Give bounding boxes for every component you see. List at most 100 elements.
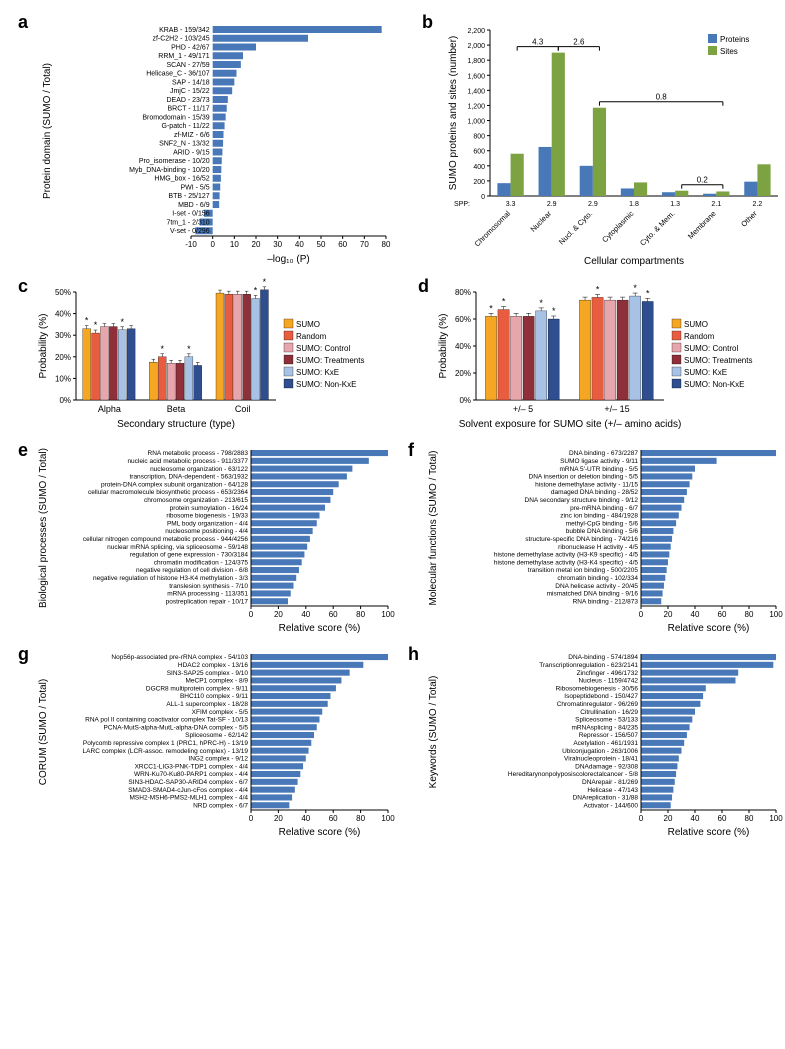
panel-label: b [422, 12, 433, 33]
svg-text:Chromatinregulator - 96/269: Chromatinregulator - 96/269 [557, 701, 639, 708]
bar [641, 512, 679, 518]
svg-text:I-set - 0/156: I-set - 0/156 [172, 211, 209, 218]
bar [641, 559, 668, 565]
svg-text:Hereditarynonpolyposiscolorect: Hereditarynonpolyposiscolorectalcancer -… [508, 771, 638, 778]
svg-text:pre-mRNA binding - 6/7: pre-mRNA binding - 6/7 [570, 505, 638, 512]
bar [641, 670, 738, 676]
bar-sites [593, 108, 606, 196]
svg-text:histone demethylase activity (: histone demethylase activity (H3-K4 spec… [494, 559, 639, 566]
svg-text:negative regulation of cell di: negative regulation of cell division - 6… [136, 567, 248, 574]
svg-text:ARID - 9/15: ARID - 9/15 [173, 149, 210, 156]
svg-text:80: 80 [356, 610, 365, 619]
svg-text:Keywords (SUMO / Total): Keywords (SUMO / Total) [428, 676, 439, 789]
bar-sites [675, 191, 688, 196]
svg-text:50: 50 [317, 240, 326, 249]
panel-f-chart: DNA binding - 673/2287SUMO ligase activi… [426, 444, 784, 634]
svg-text:DNAdamage - 92/308: DNAdamage - 92/308 [575, 763, 638, 770]
svg-text:-10: -10 [185, 240, 197, 249]
svg-text:Zincfinger - 496/1732: Zincfinger - 496/1732 [577, 670, 639, 677]
panel-h-chart: DNA-binding - 574/1894Transcriptionregul… [426, 648, 784, 838]
bar [127, 329, 135, 400]
svg-text:*: * [85, 316, 89, 326]
svg-text:20: 20 [252, 240, 261, 249]
bar [251, 512, 320, 518]
bar-proteins [539, 147, 552, 196]
svg-text:damaged DNA binding - 28/52: damaged DNA binding - 28/52 [551, 489, 638, 496]
bar [641, 724, 690, 730]
svg-text:histone demethylase activity -: histone demethylase activity - 11/15 [535, 481, 638, 488]
bar [641, 481, 690, 487]
svg-text:20: 20 [274, 610, 283, 619]
bar [641, 520, 676, 526]
svg-text:Chromosomal: Chromosomal [473, 209, 513, 249]
bar [100, 327, 108, 400]
svg-text:MeCP1 complex - 8/9: MeCP1 complex - 8/9 [186, 678, 249, 685]
svg-text:WRN-Ku70-Ku80-PARP1 complex -: WRN-Ku70-Ku80-PARP1 complex - 4/4 [134, 771, 248, 778]
svg-text:Citrullination - 16/29: Citrullination - 16/29 [580, 709, 638, 716]
svg-text:1,000: 1,000 [467, 119, 485, 126]
bar [641, 763, 677, 769]
bar [213, 175, 221, 182]
svg-text:Nucleus - 1159/4742: Nucleus - 1159/4742 [578, 678, 638, 685]
bar [251, 559, 302, 565]
svg-text:Nucl. & Cyto.: Nucl. & Cyto. [557, 209, 594, 246]
svg-text:60: 60 [329, 814, 338, 823]
bar [92, 333, 100, 400]
svg-text:*: * [187, 344, 191, 354]
svg-text:20%: 20% [55, 353, 71, 362]
svg-text:postreplication repair - 10/17: postreplication repair - 10/17 [166, 598, 249, 605]
svg-text:Ublconjugation - 263/1006: Ublconjugation - 263/1006 [562, 748, 638, 755]
svg-text:Pro_isomerase - 10/20: Pro_isomerase - 10/20 [139, 158, 210, 165]
bar [641, 497, 684, 503]
svg-text:2,200: 2,200 [467, 28, 485, 35]
svg-text:regulation of gene expression: regulation of gene expression - 730/3184 [130, 552, 249, 559]
svg-text:600: 600 [473, 149, 485, 156]
svg-text:Proteins: Proteins [720, 35, 749, 44]
bar [251, 481, 339, 487]
bar [251, 677, 341, 683]
bar [251, 544, 307, 550]
svg-text:cellular macromolecule biosynt: cellular macromolecule biosynthetic proc… [88, 489, 248, 496]
svg-text:*: * [646, 288, 650, 298]
svg-text:nuclear mRNA splicing, via spl: nuclear mRNA splicing, via spliceosome -… [107, 544, 248, 551]
panel-label: a [18, 12, 28, 33]
svg-text:mRNA 5'-UTR binding - 5/5: mRNA 5'-UTR binding - 5/5 [559, 466, 638, 473]
svg-text:SUMO: Treatments: SUMO: Treatments [684, 356, 752, 365]
svg-text:Helicase_C - 36/107: Helicase_C - 36/107 [146, 71, 210, 78]
bar [630, 296, 641, 400]
svg-text:BTB - 25/127: BTB - 25/127 [168, 193, 209, 200]
svg-text:–log₁₀ (P): –log₁₀ (P) [267, 254, 310, 265]
bar [251, 732, 314, 738]
bar-sites [757, 164, 770, 196]
svg-text:Random: Random [296, 332, 327, 341]
svg-text:Nuclear: Nuclear [528, 209, 553, 234]
svg-text:+/– 15: +/– 15 [604, 404, 629, 414]
svg-text:protein sumoylation - 16/24: protein sumoylation - 16/24 [170, 505, 249, 512]
svg-text:0: 0 [481, 194, 485, 201]
panel-a-chart: KRAB - 159/342zf-C2H2 - 103/245PHD - 42/… [36, 16, 396, 266]
svg-text:40%: 40% [455, 342, 471, 351]
bar [213, 70, 237, 77]
bar-proteins [580, 166, 593, 196]
bar [194, 365, 202, 400]
svg-text:0: 0 [639, 610, 644, 619]
bar [109, 327, 117, 400]
svg-text:V-set - 0/296: V-set - 0/296 [170, 228, 210, 235]
bar [251, 755, 306, 761]
svg-text:60: 60 [338, 240, 347, 249]
svg-text:Relative score (%): Relative score (%) [668, 623, 750, 634]
svg-text:Membrane: Membrane [686, 209, 718, 241]
bar-sites [716, 191, 729, 196]
svg-text:DNArepair - 81/269: DNArepair - 81/269 [582, 779, 638, 786]
bar-proteins [744, 182, 757, 196]
bar [251, 551, 304, 557]
svg-text:Spliceosome - 53/133: Spliceosome - 53/133 [575, 717, 638, 724]
svg-text:RRM_1 - 49/171: RRM_1 - 49/171 [158, 53, 209, 60]
svg-text:1.3: 1.3 [670, 201, 680, 208]
svg-text:SAP - 14/18: SAP - 14/18 [172, 79, 210, 86]
bar [251, 489, 333, 495]
bar [641, 779, 675, 785]
bar [641, 709, 695, 715]
bar [213, 157, 222, 164]
bar [641, 575, 665, 581]
